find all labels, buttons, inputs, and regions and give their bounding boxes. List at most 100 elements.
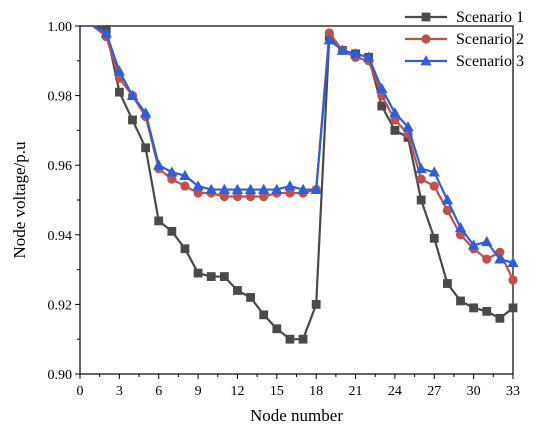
series-3-point (362, 51, 375, 62)
series-1-point (469, 303, 479, 313)
series-3-point (323, 34, 335, 45)
legend-label: Scenario 3 (456, 53, 524, 70)
y-tick-label: 0.90 (48, 368, 73, 383)
series-3-point (297, 183, 309, 194)
series-layer (92, 24, 519, 344)
series-1-point (180, 244, 190, 254)
series-1-point (377, 101, 387, 111)
legend-marker (421, 34, 431, 44)
series-1-point (495, 313, 505, 323)
x-tick-label: 12 (230, 384, 244, 399)
series-1-point (193, 268, 203, 278)
series-1-point (429, 233, 439, 243)
series-3-point (467, 239, 480, 250)
series-1-point (298, 334, 308, 344)
series-1-point (442, 279, 452, 288)
series-3-point (166, 166, 178, 177)
series-1-point (482, 306, 492, 316)
series-1-point (416, 195, 426, 205)
y-tick-label: 0.98 (48, 90, 73, 105)
series-1-point (272, 324, 282, 334)
series-3-point (218, 183, 231, 194)
series-2-point (180, 181, 190, 191)
series-3-point (389, 107, 401, 118)
y-tick-label: 0.92 (48, 298, 73, 313)
series-3-line (92, 25, 514, 264)
series-1-point (141, 143, 151, 153)
series-1-point (311, 299, 321, 309)
legend-item: Scenario 3 (405, 53, 524, 70)
y-tick-label: 0.96 (48, 159, 73, 174)
x-tick-label: 30 (467, 384, 481, 399)
legend: Scenario 1 Scenario 2 Scenario 3 (405, 9, 524, 70)
series-3-point (231, 183, 244, 194)
series-1-point (456, 296, 465, 306)
series-1-point (206, 272, 216, 281)
y-axis-title: Node voltage/p.u (10, 141, 29, 259)
series-1-line (92, 24, 514, 341)
series-3-point (336, 44, 349, 55)
x-tick-label: 27 (427, 384, 441, 399)
x-tick-label: 18 (309, 384, 323, 399)
series-1-point (259, 310, 269, 320)
series-3-point (481, 235, 493, 247)
series-2-point (482, 254, 492, 264)
series-3-point (179, 169, 191, 181)
legend-label: Scenario 2 (456, 31, 524, 48)
series-3-point (205, 183, 217, 194)
series-3-point (376, 82, 388, 94)
series-1-point (154, 216, 164, 226)
series-3-point (153, 159, 165, 170)
series-1-point (128, 115, 137, 125)
series-1-point (390, 126, 400, 135)
series-1-point (233, 286, 242, 295)
series-3-point (100, 27, 112, 38)
series-3-point (441, 194, 454, 205)
series-1-point (285, 334, 295, 344)
legend-item: Scenario 1 (405, 9, 524, 26)
series-3-point (494, 253, 506, 264)
series-3-point (310, 183, 322, 194)
x-tick-label: 21 (349, 384, 363, 399)
series-3-point (402, 121, 414, 132)
x-tick-label: 33 (506, 384, 520, 399)
x-tick-label: 15 (270, 384, 284, 399)
series-3-point (349, 48, 362, 59)
y-tick-label: 0.94 (48, 229, 73, 244)
series-3-point (258, 183, 270, 194)
legend-marker (420, 55, 432, 66)
x-axis-title: Node number (250, 406, 343, 425)
series-1-point (219, 272, 229, 281)
legend-marker (421, 12, 431, 22)
series-2-point (508, 275, 518, 285)
series-1-point (508, 303, 518, 313)
series-3-point (428, 166, 440, 177)
series-3-point (192, 180, 204, 191)
series-3 (92, 25, 519, 268)
series-3-point (284, 180, 296, 191)
series-2-point (429, 181, 439, 191)
axes: 0 3 6 9 12 15 18 21 24 27 30 33 0.90 0.92 0.94 0.96 0.98… (48, 20, 521, 399)
x-tick-label: 6 (155, 384, 162, 399)
x-tick-label: 3 (116, 384, 123, 399)
series-1-point (167, 226, 177, 236)
series-2-point (416, 174, 426, 184)
x-tick-label: 24 (388, 384, 402, 399)
series-3-point (271, 183, 283, 194)
series-3-point (113, 65, 126, 76)
series-1 (92, 24, 518, 344)
legend-item: Scenario 2 (405, 31, 524, 48)
y-tick-label: 1.00 (48, 20, 73, 35)
series-3-point (139, 107, 152, 118)
series-3-point (415, 162, 427, 174)
series-3-point (244, 183, 257, 194)
series-3-point (126, 89, 139, 100)
series-1-point (246, 293, 255, 302)
series-3-point (507, 256, 519, 268)
x-tick-label: 0 (77, 384, 84, 399)
legend-label: Scenario 1 (456, 9, 524, 26)
x-tick-label: 9 (195, 384, 202, 399)
series-1-point (114, 87, 124, 97)
